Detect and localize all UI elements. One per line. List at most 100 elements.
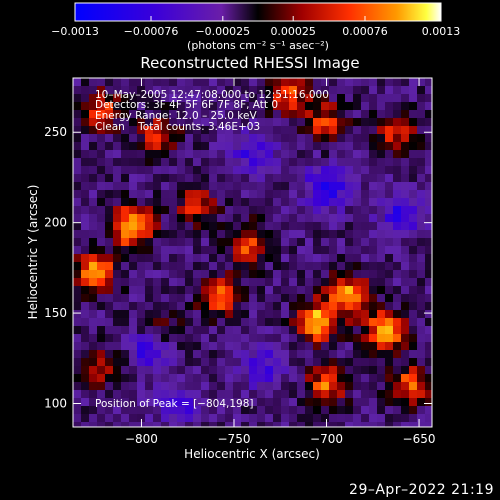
heatmap-pixel bbox=[177, 334, 185, 342]
heatmap-pixel bbox=[177, 270, 185, 278]
heatmap-pixel bbox=[361, 382, 369, 390]
heatmap-pixel bbox=[249, 102, 257, 110]
heatmap-pixel bbox=[89, 390, 97, 398]
heatmap-pixel bbox=[193, 262, 201, 270]
heatmap-pixel bbox=[177, 246, 185, 254]
heatmap-pixel bbox=[321, 262, 329, 270]
heatmap-pixel bbox=[369, 118, 377, 126]
heatmap-pixel bbox=[73, 174, 81, 182]
heatmap-pixel bbox=[89, 302, 97, 310]
heatmap-pixel bbox=[225, 366, 233, 374]
heatmap-pixel bbox=[265, 366, 273, 374]
heatmap-pixel bbox=[377, 414, 385, 422]
heatmap-pixel bbox=[105, 350, 113, 358]
heatmap-pixel bbox=[337, 326, 345, 334]
heatmap-pixel bbox=[321, 382, 329, 390]
heatmap-pixel bbox=[217, 358, 225, 366]
heatmap-pixel bbox=[169, 86, 177, 94]
heatmap-pixel bbox=[249, 390, 257, 398]
heatmap-pixel bbox=[289, 174, 297, 182]
heatmap-pixel bbox=[377, 358, 385, 366]
heatmap-pixel bbox=[345, 398, 353, 406]
heatmap-pixel bbox=[177, 142, 185, 150]
heatmap-pixel bbox=[249, 190, 257, 198]
heatmap-pixel bbox=[217, 246, 225, 254]
heatmap-pixel bbox=[225, 422, 233, 427]
heatmap-pixel bbox=[329, 206, 337, 214]
heatmap-pixel bbox=[89, 142, 97, 150]
heatmap-pixel bbox=[97, 270, 105, 278]
heatmap-pixel bbox=[193, 134, 201, 142]
heatmap-pixel bbox=[417, 286, 425, 294]
heatmap-pixel bbox=[233, 238, 241, 246]
heatmap-pixel bbox=[385, 214, 393, 222]
heatmap-pixel bbox=[201, 174, 209, 182]
heatmap-pixel bbox=[153, 118, 161, 126]
heatmap-pixel bbox=[417, 302, 425, 310]
heatmap-pixel bbox=[329, 238, 337, 246]
heatmap-pixel bbox=[377, 206, 385, 214]
heatmap-pixel bbox=[225, 222, 233, 230]
heatmap-pixel bbox=[385, 374, 393, 382]
heatmap-pixel bbox=[161, 190, 169, 198]
heatmap-pixel bbox=[177, 294, 185, 302]
heatmap-pixel bbox=[401, 230, 409, 238]
heatmap-pixel bbox=[145, 190, 153, 198]
heatmap-pixel bbox=[369, 326, 377, 334]
heatmap-pixel bbox=[249, 142, 257, 150]
heatmap-pixel bbox=[297, 182, 305, 190]
heatmap-pixel bbox=[121, 350, 129, 358]
heatmap-pixel bbox=[121, 326, 129, 334]
y-tick-label: 150 bbox=[44, 306, 67, 320]
heatmap-pixel bbox=[225, 246, 233, 254]
heatmap-pixel bbox=[257, 414, 265, 422]
heatmap-pixel bbox=[401, 110, 409, 118]
heatmap-pixel bbox=[209, 150, 217, 158]
heatmap-pixel bbox=[257, 206, 265, 214]
heatmap-pixel bbox=[121, 406, 129, 414]
heatmap-pixel bbox=[129, 190, 137, 198]
heatmap-pixel bbox=[425, 158, 432, 166]
heatmap-pixel bbox=[201, 254, 209, 262]
heatmap-pixel bbox=[97, 294, 105, 302]
heatmap-pixel bbox=[185, 310, 193, 318]
heatmap-pixel bbox=[153, 302, 161, 310]
heatmap-pixel bbox=[425, 206, 432, 214]
heatmap-pixel bbox=[361, 86, 369, 94]
heatmap-pixel bbox=[177, 382, 185, 390]
heatmap-pixel bbox=[257, 254, 265, 262]
heatmap-pixel bbox=[337, 182, 345, 190]
heatmap-pixel bbox=[353, 158, 361, 166]
heatmap-pixel bbox=[169, 350, 177, 358]
heatmap-pixel bbox=[97, 78, 105, 86]
heatmap-pixel bbox=[233, 254, 241, 262]
heatmap-pixel bbox=[353, 262, 361, 270]
heatmap-pixel bbox=[313, 246, 321, 254]
heatmap-pixel bbox=[265, 134, 273, 142]
heatmap-pixel bbox=[233, 334, 241, 342]
heatmap-pixel bbox=[193, 366, 201, 374]
heatmap-pixel bbox=[353, 150, 361, 158]
heatmap-pixel bbox=[353, 134, 361, 142]
heatmap-pixel bbox=[409, 398, 417, 406]
heatmap-pixel bbox=[385, 422, 393, 427]
heatmap-pixel bbox=[121, 214, 129, 222]
heatmap-pixel bbox=[185, 134, 193, 142]
heatmap-pixel bbox=[209, 294, 217, 302]
heatmap-pixel bbox=[377, 118, 385, 126]
heatmap-pixel bbox=[329, 270, 337, 278]
heatmap-pixel bbox=[305, 142, 313, 150]
heatmap-pixel bbox=[417, 318, 425, 326]
heatmap-pixel bbox=[241, 334, 249, 342]
heatmap-pixel bbox=[113, 198, 121, 206]
heatmap-pixel bbox=[241, 142, 249, 150]
heatmap-pixel bbox=[81, 222, 89, 230]
heatmap-pixel bbox=[377, 182, 385, 190]
heatmap-pixel bbox=[73, 102, 81, 110]
heatmap-pixel bbox=[201, 230, 209, 238]
heatmap-pixel bbox=[113, 206, 121, 214]
heatmap-pixel bbox=[177, 318, 185, 326]
heatmap-pixel bbox=[313, 270, 321, 278]
heatmap-pixel bbox=[129, 102, 137, 110]
heatmap-pixel bbox=[257, 78, 265, 86]
